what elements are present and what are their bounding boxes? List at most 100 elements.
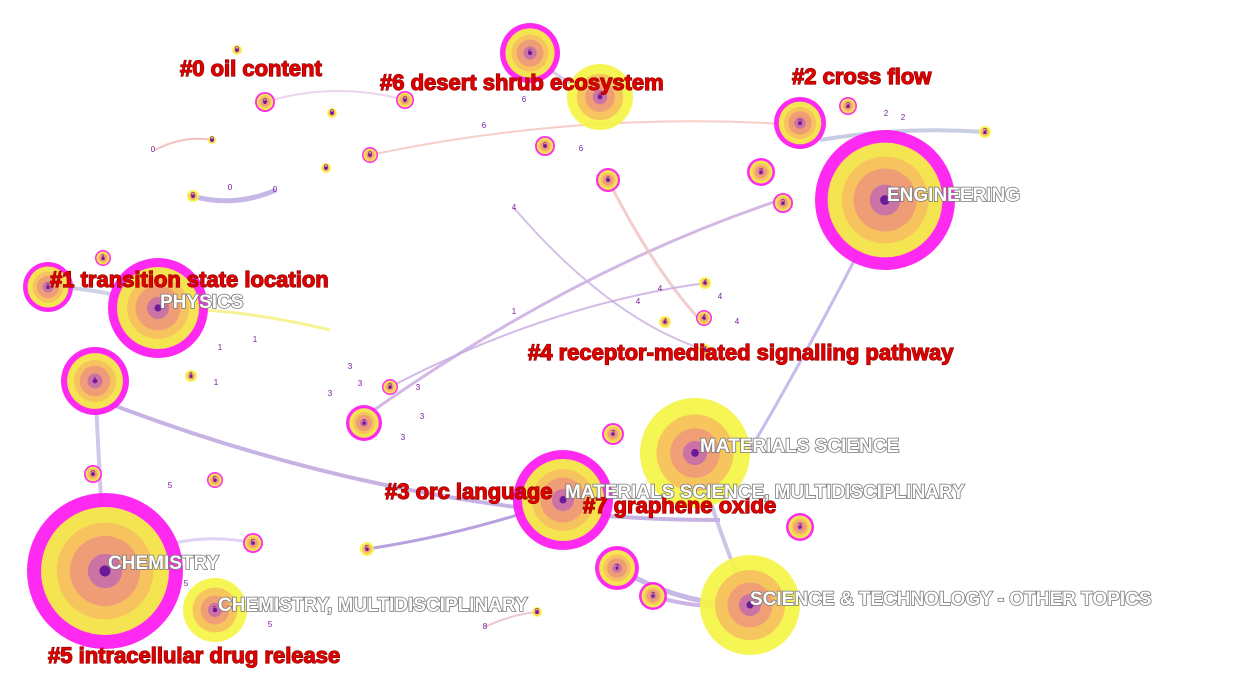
node-core bbox=[46, 285, 50, 289]
node-label: 5 bbox=[251, 538, 256, 547]
node-core bbox=[362, 421, 366, 425]
node-label: 7 bbox=[611, 429, 616, 438]
node-core bbox=[388, 385, 392, 389]
node-core bbox=[703, 281, 707, 285]
node-core bbox=[189, 374, 193, 378]
node-label: 4 bbox=[702, 313, 707, 322]
node-core bbox=[703, 348, 707, 352]
node-label: 7 bbox=[693, 448, 698, 457]
node-label: 4 bbox=[636, 297, 641, 306]
node-label: 1 bbox=[101, 253, 106, 262]
node-core bbox=[781, 201, 785, 205]
node-label: 0 bbox=[324, 163, 329, 172]
node-label: 3 bbox=[388, 382, 393, 391]
node-label: 2 bbox=[781, 198, 786, 207]
node-label: 4 bbox=[658, 284, 663, 293]
edge bbox=[359, 198, 781, 422]
node-label: 2 bbox=[983, 127, 988, 136]
node-label: 4 bbox=[718, 292, 723, 301]
edge bbox=[513, 207, 706, 351]
node-label: 1 bbox=[189, 371, 194, 380]
edge bbox=[264, 90, 406, 103]
node-label: 0 bbox=[368, 150, 373, 159]
node-core bbox=[191, 194, 195, 198]
category-label: MATERIALS SCIENCE, MULTIDISCIPLINARY bbox=[565, 482, 965, 503]
node-label: 3 bbox=[362, 418, 367, 427]
node-core bbox=[101, 256, 105, 260]
node-core bbox=[212, 607, 218, 613]
cluster-label: #2 cross flow bbox=[792, 64, 932, 89]
node-core bbox=[746, 601, 754, 609]
node-label: 5 bbox=[213, 605, 218, 614]
node-label: 2 bbox=[884, 109, 889, 118]
node-core bbox=[606, 178, 610, 182]
node-core bbox=[92, 378, 98, 384]
node-label: 6 bbox=[598, 92, 603, 101]
node-label: 6 bbox=[579, 144, 584, 153]
node-label: 0 bbox=[403, 95, 408, 104]
node-label: 0 bbox=[273, 185, 278, 194]
node-label: 3 bbox=[358, 379, 363, 388]
node-label: 1 bbox=[512, 307, 517, 316]
node-label: 8 bbox=[91, 469, 96, 478]
node-label: 3 bbox=[328, 389, 333, 398]
node-label: 0 bbox=[191, 191, 196, 200]
node-label: 8 bbox=[535, 607, 540, 616]
node-label: 5 bbox=[268, 620, 273, 629]
edge bbox=[606, 179, 702, 322]
category-label: PHYSICS bbox=[160, 292, 243, 313]
node-label: 5 bbox=[184, 579, 189, 588]
node-core bbox=[663, 320, 667, 324]
node-label: 2 bbox=[759, 167, 764, 176]
node-core bbox=[324, 166, 328, 170]
node-core bbox=[403, 98, 407, 102]
node-label: 5 bbox=[213, 475, 218, 484]
node-label: 3 bbox=[420, 412, 425, 421]
node-core bbox=[983, 130, 987, 134]
node-core bbox=[91, 472, 95, 476]
node-core bbox=[210, 138, 214, 142]
cluster-label: #4 receptor-mediated signalling pathway bbox=[528, 340, 954, 365]
node-core bbox=[251, 541, 255, 545]
node-core bbox=[798, 121, 802, 125]
node-label: 7 bbox=[651, 591, 656, 600]
node-core bbox=[368, 153, 372, 157]
nodes: 0 0 0 0 0 0 0 0 0 0 0 6 6 6 6 6 6 6 2 2 2 2 2 2 2 2 1 1 1 1 1 1 1 1 1 4 4 4 4 4… bbox=[23, 23, 991, 655]
node-core bbox=[365, 547, 369, 551]
node-core bbox=[235, 48, 239, 52]
node-label: 4 bbox=[703, 345, 708, 354]
node-label: 7 bbox=[561, 495, 566, 504]
cluster-label: #6 desert shrub ecosystem bbox=[380, 70, 664, 95]
node-label: 1 bbox=[93, 376, 98, 385]
node-core bbox=[154, 304, 162, 312]
edge bbox=[191, 187, 277, 204]
cluster-label: #3 orc language bbox=[385, 479, 553, 504]
node-label: 1 bbox=[253, 335, 258, 344]
edge bbox=[819, 128, 986, 142]
node-core bbox=[846, 104, 850, 108]
node-label: 5 bbox=[168, 481, 173, 490]
cluster-label: #5 intracellular drug release bbox=[48, 643, 340, 668]
node-label: 4 bbox=[663, 317, 668, 326]
node-label: 6 bbox=[482, 121, 487, 130]
cluster-label: #1 transition state location bbox=[50, 267, 329, 292]
node-core bbox=[798, 525, 802, 529]
node-core bbox=[543, 144, 547, 148]
cluster-label: #0 oil content bbox=[180, 56, 322, 81]
node-core bbox=[691, 449, 699, 457]
node-label: 0 bbox=[228, 183, 233, 192]
node-core bbox=[759, 170, 763, 174]
node-label: 1 bbox=[214, 378, 219, 387]
node-label: 2 bbox=[846, 101, 851, 110]
category-label: ENGINEERING bbox=[887, 185, 1020, 206]
node-label: 5 bbox=[365, 544, 370, 553]
node-label: 6 bbox=[528, 48, 533, 57]
category-label: MATERIALS SCIENCE bbox=[700, 436, 899, 457]
node-label: 5 bbox=[103, 566, 108, 575]
node-label: 4 bbox=[703, 278, 708, 287]
labels: #0 oil content #6 desert shrub ecosystem #… bbox=[47, 55, 1152, 668]
node-label: 7 bbox=[615, 563, 620, 572]
cluster-label: #7 graphene oxide bbox=[583, 493, 776, 518]
node-label: 2 bbox=[901, 113, 906, 122]
edge bbox=[154, 137, 213, 151]
